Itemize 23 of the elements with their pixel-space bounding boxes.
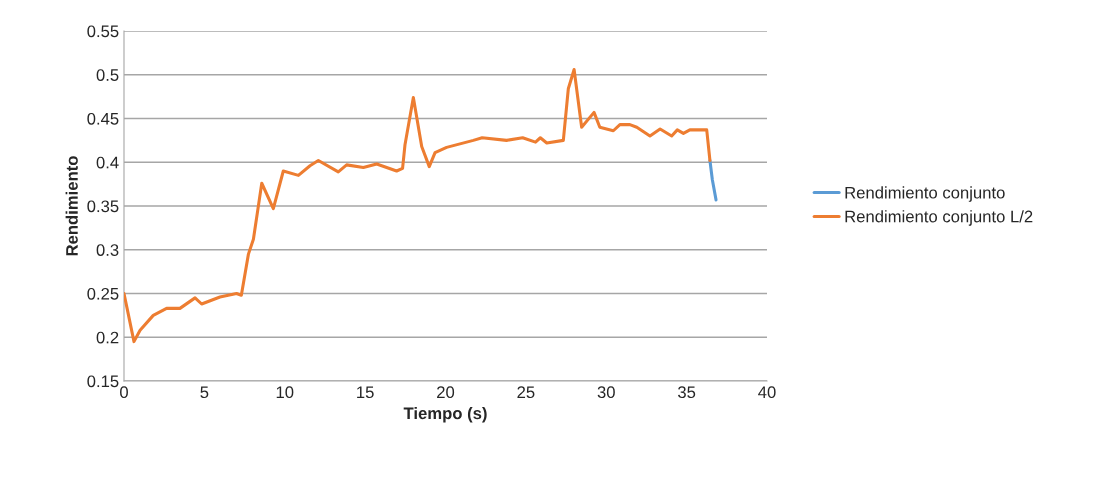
x-tick-label: 10 xyxy=(276,386,294,399)
x-tick-label: 5 xyxy=(200,386,209,399)
x-tick-label: 20 xyxy=(437,386,455,399)
x-axis-title: Tiempo (s) xyxy=(403,406,487,423)
y-tick-label: 0.45 xyxy=(87,112,119,125)
x-tick-label: 0 xyxy=(120,386,128,399)
y-tick-label: 0.35 xyxy=(87,200,119,213)
y-tick-label: 0.15 xyxy=(87,375,119,388)
y-tick-label: 0.2 xyxy=(96,331,119,344)
legend-label: Rendimiento conjunto xyxy=(845,186,1005,202)
legend-label: Rendimiento conjunto L/2 xyxy=(845,210,1033,226)
x-tick-label: 25 xyxy=(517,386,535,399)
y-tick-label: 0.4 xyxy=(96,156,119,169)
x-tick-label: 30 xyxy=(597,386,615,399)
y-tick-label: 0.3 xyxy=(96,244,119,256)
line-series xyxy=(124,67,712,344)
y-tick-label: 0.5 xyxy=(96,69,119,81)
x-tick-label: 15 xyxy=(357,386,374,399)
y-axis-title: Rendimiento xyxy=(65,156,78,256)
x-tick-label: 40 xyxy=(758,386,776,399)
y-tick-label: 0.25 xyxy=(87,287,119,300)
y-tick-label: 0.55 xyxy=(87,25,119,38)
x-tick-label: 35 xyxy=(677,386,696,399)
